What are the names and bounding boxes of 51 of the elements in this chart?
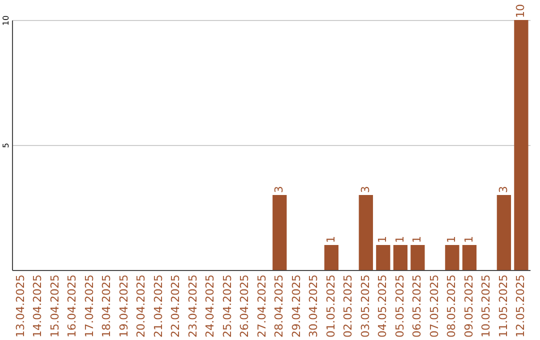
x-tick-label: 02.05.2025 [342,274,355,338]
data-label: 3 [272,186,286,193]
x-tick-label: 12.05.2025 [514,274,528,338]
x-tick-label: 16.04.2025 [66,274,79,338]
x-tick-label: 29.04.2025 [290,274,303,338]
data-label: 10 [514,4,528,18]
data-label: 3 [496,186,510,193]
bar [324,245,338,270]
x-tick-label: 04.05.2025 [376,274,390,338]
x-tick-label: 26.04.2025 [238,274,252,338]
x-tick-label: 14.04.2025 [31,274,44,338]
x-tick-label: 24.04.2025 [204,274,217,338]
x-tick-label: 05.05.2025 [393,274,406,338]
data-label: 1 [393,236,406,243]
x-tick-label: 30.04.2025 [307,274,320,338]
data-label: 1 [445,236,458,243]
data-label: 3 [358,186,372,193]
bar [462,245,477,270]
y-tick-label: 5 [2,142,10,148]
x-tick-label: 20.04.2025 [134,274,148,338]
x-tick-label: 08.05.2025 [445,274,458,338]
x-tick-label: 09.05.2025 [462,274,476,338]
x-tick-label: 06.05.2025 [410,274,424,338]
x-tick-label: 07.05.2025 [428,274,441,338]
x-tick-label: 03.05.2025 [358,274,372,338]
x-tick-label: 22.04.2025 [169,274,182,338]
bar [496,195,512,270]
data-label: 1 [376,236,390,243]
x-tick-label: 11.05.2025 [496,274,510,338]
x-tick-label: 18.04.2025 [100,274,114,338]
x-tick-label: 15.04.2025 [48,274,62,338]
data-label: 1 [462,236,476,243]
x-tick-label: 23.04.2025 [186,274,200,338]
bar [514,20,528,270]
bar [358,195,373,270]
bar [272,195,287,270]
x-tick-label: 17.04.2025 [82,274,96,338]
x-tick-label: 19.04.2025 [117,274,130,338]
bar [393,245,408,270]
data-label: 1 [324,236,338,243]
x-tick-label: 10.05.2025 [480,274,493,338]
data-label: 1 [410,236,424,243]
x-tick-label: 13.04.2025 [14,274,27,338]
bar [410,245,425,270]
x-tick-label: 27.04.2025 [255,274,268,338]
x-tick-label: 28.04.2025 [272,274,286,338]
bar [445,245,460,270]
x-tick-label: 25.04.2025 [220,274,234,338]
x-tick-label: 01.05.2025 [324,274,338,338]
bar [376,245,390,270]
x-tick-label: 21.04.2025 [152,274,165,338]
